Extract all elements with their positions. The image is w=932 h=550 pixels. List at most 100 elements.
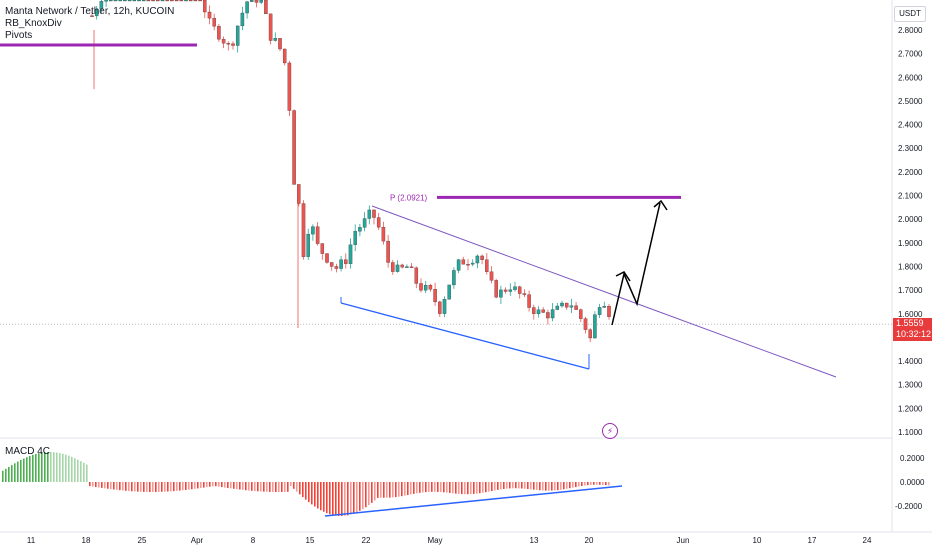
price-tick-label: 2.7000 xyxy=(898,50,923,59)
bar-countdown: 10:32:12 xyxy=(896,329,932,339)
candle-body xyxy=(184,0,188,2)
macd-bar xyxy=(485,482,487,493)
macd-bar xyxy=(254,482,256,492)
macd-bar xyxy=(44,452,46,482)
macd-bar xyxy=(23,458,25,482)
macd-bar xyxy=(179,482,181,491)
candle-body xyxy=(386,240,390,263)
indicator-pivots-label[interactable]: Pivots xyxy=(5,30,33,41)
candle-body xyxy=(466,264,470,266)
candle-body xyxy=(376,217,381,228)
macd-bar xyxy=(473,482,475,494)
macd-bar xyxy=(248,482,250,491)
macd-bar xyxy=(521,482,523,489)
candle-body xyxy=(560,302,564,307)
symbol-title[interactable]: Manta Network / Tether, 12h, KUCOIN xyxy=(5,6,175,17)
macd-bar xyxy=(542,482,544,491)
macd-bar xyxy=(65,454,67,482)
candle-body xyxy=(456,259,461,271)
macd-bar xyxy=(272,482,274,492)
candle-body xyxy=(546,312,550,319)
price-tick-label: 1.9000 xyxy=(898,239,923,248)
macd-bar xyxy=(605,482,607,486)
macd-bar xyxy=(530,482,532,490)
macd-bar xyxy=(284,482,286,492)
macd-bar xyxy=(290,482,292,486)
macd-bar xyxy=(479,482,481,494)
macd-bar xyxy=(260,482,262,492)
macd-bar xyxy=(80,461,82,482)
candle-body xyxy=(292,110,296,185)
macd-bar xyxy=(203,482,205,488)
macd-bar xyxy=(362,482,364,510)
candle-body xyxy=(579,309,583,319)
indicator-knoxdiv-label[interactable]: RB_KnoxDiv xyxy=(5,18,62,29)
candle-body xyxy=(174,0,179,2)
macd-bar xyxy=(224,482,226,488)
candle-body xyxy=(574,305,578,310)
macd-bar xyxy=(356,482,358,513)
price-tick-label: 1.6000 xyxy=(898,310,923,319)
macd-bar xyxy=(428,482,430,492)
macd-bar xyxy=(560,482,562,490)
candle-body xyxy=(485,259,489,272)
macd-bar xyxy=(587,482,589,486)
macd-bar xyxy=(569,482,571,489)
macd-bar xyxy=(140,482,142,492)
currency-badge[interactable]: USDT xyxy=(894,6,926,22)
macd-bar xyxy=(410,482,412,495)
macd-bar xyxy=(74,458,76,482)
macd-bar xyxy=(437,482,439,492)
candle-body xyxy=(250,0,254,2)
upper-trendline xyxy=(371,205,837,378)
price-tick-label: 2.6000 xyxy=(898,73,923,82)
macd-bar xyxy=(446,482,448,493)
macd-bar xyxy=(332,482,334,516)
macd-tick-label: 0.0000 xyxy=(900,478,925,487)
macd-bar xyxy=(26,457,28,482)
macd-bar xyxy=(353,482,355,514)
macd-bar xyxy=(314,482,316,507)
macd-bar xyxy=(578,482,580,487)
macd-bar xyxy=(404,482,406,496)
candle-body xyxy=(104,0,108,2)
macd-bar xyxy=(173,482,175,492)
macd-bar xyxy=(266,482,268,492)
macd-bar xyxy=(251,482,253,491)
macd-bar xyxy=(149,482,151,492)
time-axis[interactable]: 11 18 25 Apr 8 15 22 May 13 20 Jun 10 17 24 xyxy=(27,536,872,545)
macd-bar xyxy=(212,482,214,487)
candle-body xyxy=(447,284,451,300)
macd-bar xyxy=(575,482,577,488)
macd-bar xyxy=(146,482,148,492)
candle-body xyxy=(569,305,574,308)
macd-bar xyxy=(554,482,556,491)
candle-body xyxy=(414,267,419,284)
candle-body xyxy=(503,289,508,292)
price-axis[interactable]: 2.8000 2.7000 2.6000 2.5000 2.4000 2.3000 2.20… xyxy=(895,26,925,511)
time-tick-label: May xyxy=(427,536,442,545)
candle-body xyxy=(297,184,301,204)
macd-bar xyxy=(596,482,598,485)
macd-indicator-label[interactable]: MACD 4C xyxy=(5,446,51,457)
candle-body xyxy=(597,307,602,315)
candle-body xyxy=(306,233,310,257)
macd-bar xyxy=(257,482,259,492)
macd-bar xyxy=(515,482,517,489)
macd-bar xyxy=(476,482,478,494)
macd-bar xyxy=(128,482,130,492)
macd-bar xyxy=(497,482,499,490)
price-tick-label: 2.5000 xyxy=(898,97,923,106)
lightning-icon[interactable]: ⚡ xyxy=(602,423,618,439)
macd-bar xyxy=(416,482,418,494)
candle-body xyxy=(339,259,343,269)
time-tick-label: 18 xyxy=(82,536,91,545)
macd-bar xyxy=(71,456,73,482)
macd-bar xyxy=(341,482,343,516)
macd-bar xyxy=(38,453,40,482)
macd-bar xyxy=(584,482,586,486)
macd-bar xyxy=(8,466,10,482)
macd-bar xyxy=(374,482,376,501)
macd-bar xyxy=(176,482,178,491)
